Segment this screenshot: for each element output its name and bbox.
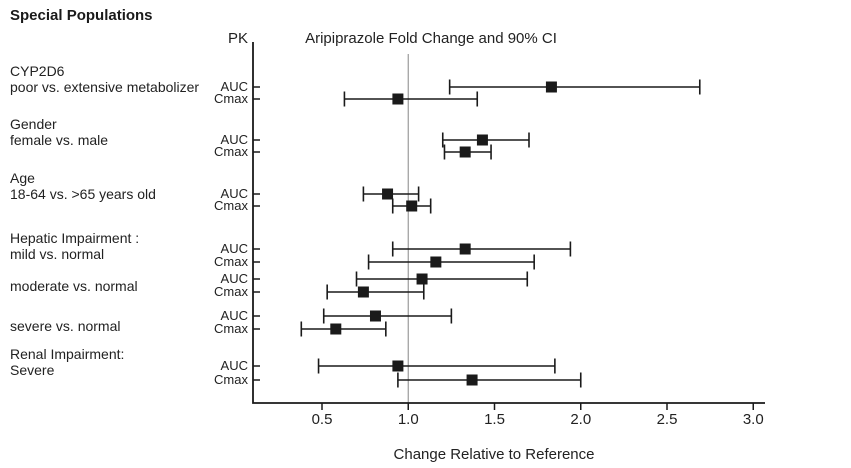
error-bar bbox=[317, 358, 556, 374]
group-label-hepatic-moderate: moderate vs. normal bbox=[10, 278, 250, 294]
x-tick-label: 1.0 bbox=[397, 411, 419, 428]
pk-row-label: AUC bbox=[220, 79, 248, 94]
error-bar bbox=[355, 271, 529, 287]
group-label-line: Gender bbox=[10, 116, 57, 132]
group-label-line: Renal Impairment: bbox=[10, 346, 125, 362]
group-label-hepatic-severe: severe vs. normal bbox=[10, 318, 250, 334]
error-bar bbox=[443, 144, 492, 160]
error-bar bbox=[367, 254, 535, 270]
pk-row-label: Cmax bbox=[214, 254, 248, 269]
error-bar bbox=[326, 284, 425, 300]
pk-row-label: Cmax bbox=[214, 198, 248, 213]
figure-title: Special Populations bbox=[10, 7, 153, 24]
pk-row-label: AUC bbox=[220, 241, 248, 256]
pk-row-label: Cmax bbox=[214, 91, 248, 106]
error-bar bbox=[300, 321, 387, 337]
error-bar bbox=[343, 91, 479, 107]
error-bar bbox=[441, 132, 530, 148]
x-axis-label: Change Relative to Reference bbox=[393, 446, 595, 463]
group-label-line: severe vs. normal bbox=[10, 318, 121, 334]
error-bar bbox=[322, 308, 453, 324]
group-label-line: female vs. male bbox=[10, 132, 109, 148]
group-label-hepatic-mild: Hepatic Impairment : mild vs. normal bbox=[10, 230, 250, 262]
pk-row-label: Cmax bbox=[214, 321, 248, 336]
group-label-line: 18-64 vs. >65 years old bbox=[10, 186, 156, 202]
pk-row-label: Cmax bbox=[214, 372, 248, 387]
group-label-line: Age bbox=[10, 170, 35, 186]
group-label-line: CYP2D6 bbox=[10, 63, 65, 79]
x-tick-label: 2.5 bbox=[656, 411, 678, 428]
pk-row-label: AUC bbox=[220, 358, 248, 373]
x-tick-label: 1.5 bbox=[484, 411, 505, 428]
group-label-line: mild vs. normal bbox=[10, 246, 105, 262]
x-tick-label: 0.5 bbox=[311, 411, 333, 428]
error-bar bbox=[397, 372, 582, 388]
pk-column-header: PK bbox=[227, 30, 248, 47]
pk-row-label: AUC bbox=[220, 186, 248, 201]
group-label-cyp2d6: CYP2D6 poor vs. extensive metabolizer bbox=[10, 63, 250, 95]
group-label-line: Hepatic Impairment : bbox=[10, 230, 140, 246]
group-label-gender: Gender female vs. male bbox=[10, 116, 250, 148]
pk-row-label: AUC bbox=[220, 308, 248, 323]
chart-title: Aripiprazole Fold Change and 90% CI bbox=[305, 30, 557, 47]
pk-row-label: Cmax bbox=[214, 144, 248, 159]
x-tick-label: 2.0 bbox=[570, 411, 592, 428]
group-label-age: Age 18-64 vs. >65 years old bbox=[10, 170, 250, 202]
pk-row-label: AUC bbox=[220, 271, 248, 286]
pk-row-label: Cmax bbox=[214, 284, 248, 299]
pk-row-label: AUC bbox=[220, 132, 248, 147]
axis-lines bbox=[252, 42, 765, 404]
group-label-line: Severe bbox=[10, 362, 55, 378]
group-label-renal: Renal Impairment: Severe bbox=[10, 346, 250, 378]
group-label-line: poor vs. extensive metabolizer bbox=[10, 79, 200, 95]
error-bar bbox=[391, 241, 572, 257]
group-label-line: moderate vs. normal bbox=[10, 278, 138, 294]
error-bar bbox=[362, 186, 420, 202]
error-bar bbox=[448, 79, 701, 95]
x-tick-label: 3.0 bbox=[742, 411, 764, 428]
error-bar bbox=[391, 198, 432, 214]
